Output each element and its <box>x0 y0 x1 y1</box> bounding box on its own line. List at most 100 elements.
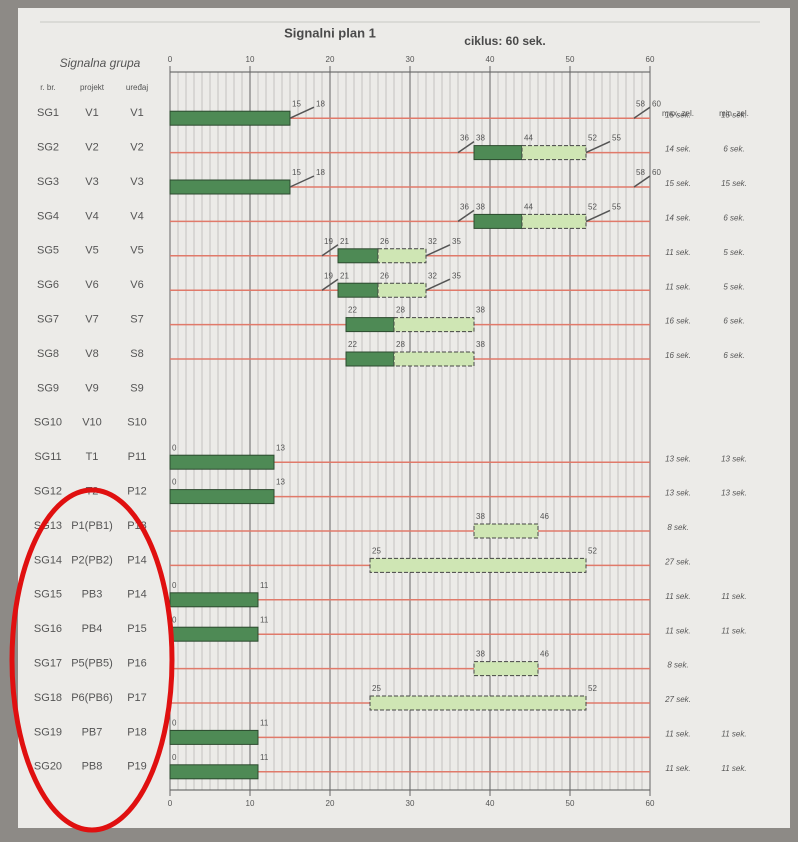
max-green: 11 sek. <box>665 592 690 601</box>
document: Signalni plan 1 ciklus: 60 sek. Signalna… <box>0 0 798 837</box>
time-label: 52 <box>588 134 597 143</box>
device-label: S10 <box>127 417 147 429</box>
x-tick-label: 0 <box>168 55 173 64</box>
max-green: 8 sek. <box>667 523 688 532</box>
x-tick-label: 40 <box>486 55 495 64</box>
max-green: 27 sek. <box>664 558 691 567</box>
green-bar <box>474 214 522 228</box>
time-label: 46 <box>540 650 549 659</box>
device-label: S7 <box>130 314 143 326</box>
project-label: PB3 <box>82 589 103 601</box>
time-label: 60 <box>652 168 661 177</box>
time-label: 38 <box>476 340 485 349</box>
device-label: V6 <box>130 279 143 291</box>
time-label: 44 <box>524 134 533 143</box>
device-label: P17 <box>127 692 147 704</box>
sg-label: SG6 <box>37 279 59 291</box>
time-label: 21 <box>340 237 349 246</box>
title: Signalni plan 1 <box>284 25 376 40</box>
time-label: 26 <box>380 237 389 246</box>
time-label: 38 <box>476 512 485 521</box>
green-bar <box>170 490 274 504</box>
project-label: P6(PB6) <box>71 692 113 704</box>
green-bar <box>170 180 290 194</box>
max-green: 15 sek. <box>665 110 691 119</box>
device-label: S9 <box>130 382 143 394</box>
project-label: PB8 <box>82 761 103 773</box>
device-label: V4 <box>130 210 143 222</box>
time-label: 55 <box>612 134 621 143</box>
time-label: 11 <box>260 581 269 590</box>
time-label: 11 <box>260 753 269 762</box>
x-tick-label: 0 <box>168 799 173 808</box>
time-label: 22 <box>348 306 357 315</box>
extension-bar <box>378 283 426 297</box>
min-green: 11 sek. <box>721 626 746 635</box>
green-bar <box>170 627 258 641</box>
time-label: 35 <box>452 271 461 280</box>
time-label: 25 <box>372 547 381 556</box>
group-header: Signalna grupa <box>60 56 141 70</box>
time-label: 55 <box>612 203 621 212</box>
col-header: r. br. <box>40 83 56 92</box>
sg-label: SG8 <box>37 348 59 360</box>
x-tick-label: 50 <box>566 799 575 808</box>
device-label: S8 <box>130 348 143 360</box>
extension-bar <box>474 662 538 676</box>
device-label: V2 <box>130 142 143 154</box>
sg-label: SG19 <box>34 726 62 738</box>
time-label: 44 <box>524 203 533 212</box>
time-label: 25 <box>372 684 381 693</box>
sg-label: SG14 <box>34 554 62 566</box>
max-green: 14 sek. <box>665 145 691 154</box>
device-label: P19 <box>127 761 147 773</box>
min-green: 6 sek. <box>723 214 744 223</box>
time-label: 18 <box>316 99 325 108</box>
time-label: 38 <box>476 203 485 212</box>
device-label: P14 <box>127 554 147 566</box>
sg-label: SG4 <box>37 210 59 222</box>
min-green: 6 sek. <box>723 351 744 360</box>
time-label: 11 <box>260 615 269 624</box>
project-label: V9 <box>85 382 98 394</box>
extension-bar <box>474 524 538 538</box>
project-label: P5(PB5) <box>71 658 113 670</box>
x-tick-label: 30 <box>406 55 415 64</box>
x-tick-label: 10 <box>246 55 255 64</box>
project-label: V10 <box>82 417 102 429</box>
extension-bar <box>378 249 426 263</box>
time-label: 19 <box>324 237 333 246</box>
max-green: 8 sek. <box>667 661 688 670</box>
time-label: 36 <box>460 134 469 143</box>
max-green: 13 sek. <box>665 489 691 498</box>
time-label: 0 <box>172 615 177 624</box>
time-label: 60 <box>652 99 661 108</box>
min-green: 11 sek. <box>721 764 746 773</box>
page: {"header": {"title": "Signalni plan 1", … <box>0 0 798 837</box>
device-label: V1 <box>130 107 143 119</box>
time-label: 52 <box>588 684 597 693</box>
max-green: 11 sek. <box>665 626 690 635</box>
device-label: V3 <box>130 176 143 188</box>
max-green: 11 sek. <box>665 730 690 739</box>
time-label: 52 <box>588 547 597 556</box>
time-label: 0 <box>172 719 177 728</box>
x-tick-label: 20 <box>326 799 335 808</box>
time-label: 22 <box>348 340 357 349</box>
max-green: 14 sek. <box>665 214 691 223</box>
min-green: 5 sek. <box>723 248 744 257</box>
max-green: 27 sek. <box>664 695 691 704</box>
project-label: PB7 <box>82 726 103 738</box>
max-green: 13 sek. <box>665 454 691 463</box>
x-tick-label: 10 <box>246 799 255 808</box>
time-label: 32 <box>428 271 437 280</box>
device-label: P18 <box>127 726 147 738</box>
min-green: 11 sek. <box>721 592 746 601</box>
device-label: P11 <box>128 451 147 463</box>
device-label: P12 <box>127 486 147 498</box>
device-label: V5 <box>130 245 143 257</box>
project-label: V5 <box>85 245 98 257</box>
time-label: 26 <box>380 271 389 280</box>
project-label: PB4 <box>82 623 103 635</box>
max-green: 11 sek. <box>665 282 690 291</box>
